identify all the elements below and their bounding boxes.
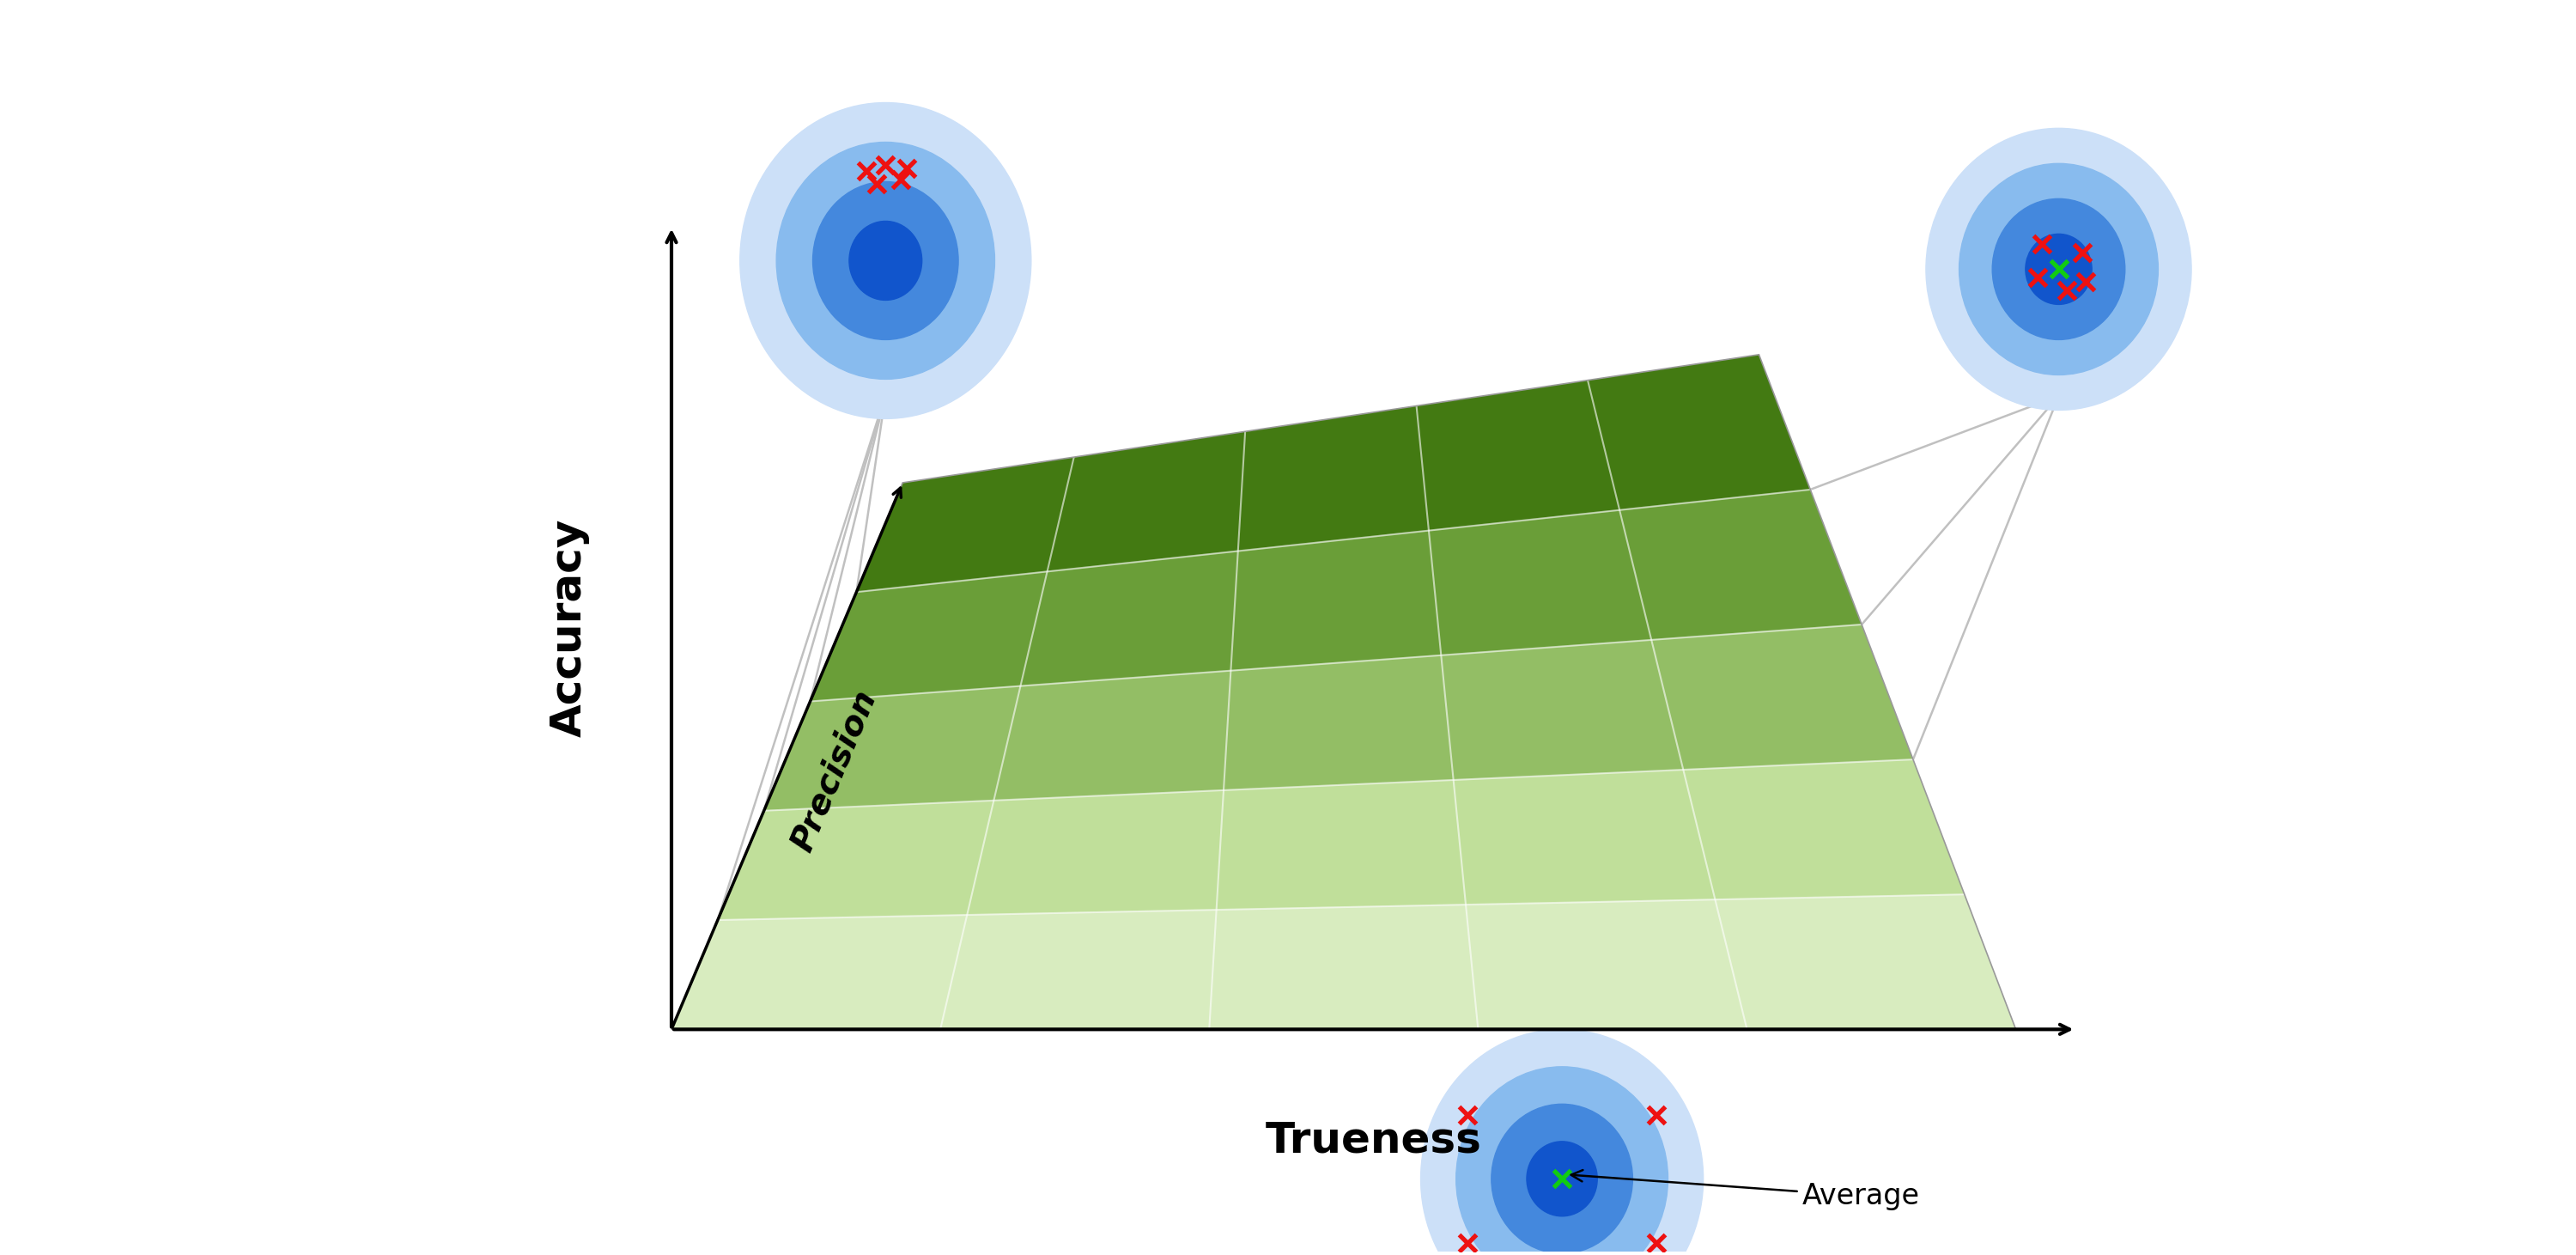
Text: Average: Average (1571, 1170, 1919, 1210)
Polygon shape (719, 759, 1965, 920)
Polygon shape (672, 895, 2017, 1029)
Ellipse shape (850, 221, 922, 300)
Text: Trueness: Trueness (1265, 1119, 1481, 1161)
Polygon shape (765, 625, 1914, 811)
Ellipse shape (1991, 198, 2125, 340)
Text: Precision: Precision (786, 685, 884, 856)
Polygon shape (811, 489, 1862, 702)
Ellipse shape (1422, 1029, 1703, 1255)
Text: Accuracy: Accuracy (549, 518, 590, 737)
Ellipse shape (1528, 1142, 1597, 1216)
Ellipse shape (1455, 1067, 1669, 1255)
Ellipse shape (814, 182, 958, 340)
Ellipse shape (739, 103, 1030, 419)
Ellipse shape (1927, 128, 2192, 410)
Polygon shape (855, 355, 1811, 592)
Ellipse shape (2025, 233, 2092, 305)
Ellipse shape (1960, 163, 2159, 375)
Ellipse shape (1492, 1104, 1633, 1254)
Ellipse shape (775, 142, 994, 379)
